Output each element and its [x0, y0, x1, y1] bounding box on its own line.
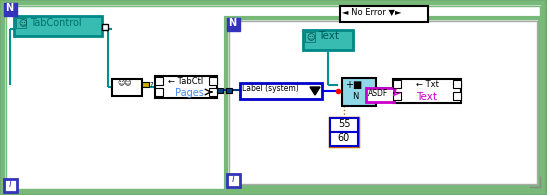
Bar: [155, 88, 163, 96]
Bar: [226, 18, 540, 187]
Bar: [209, 77, 217, 85]
Text: ☺: ☺: [306, 33, 315, 42]
Text: Text: Text: [318, 31, 339, 41]
Bar: [303, 30, 353, 50]
Text: 55: 55: [337, 119, 350, 129]
Text: TabControl: TabControl: [30, 18, 82, 28]
Bar: [453, 80, 461, 88]
Bar: [340, 6, 428, 22]
Text: N: N: [5, 3, 13, 13]
Text: ← TabCtl: ← TabCtl: [168, 77, 203, 86]
Bar: [393, 80, 401, 88]
Bar: [366, 88, 394, 102]
Bar: [305, 32, 315, 42]
Polygon shape: [310, 87, 320, 95]
Bar: [330, 118, 358, 132]
Text: ☺☺: ☺☺: [117, 80, 131, 86]
Bar: [240, 83, 322, 99]
Text: Text: Text: [416, 92, 438, 102]
Bar: [4, 3, 17, 16]
Text: ← Txt: ← Txt: [416, 80, 439, 89]
Text: i: i: [9, 179, 12, 189]
Bar: [227, 174, 240, 187]
Bar: [453, 92, 461, 100]
Bar: [217, 88, 223, 93]
Bar: [142, 82, 149, 87]
Bar: [393, 79, 461, 103]
Text: ◄ No Error ▼►: ◄ No Error ▼►: [342, 7, 401, 16]
Bar: [155, 77, 163, 85]
Text: N: N: [228, 18, 236, 28]
Bar: [330, 118, 358, 146]
Bar: [342, 78, 376, 106]
Bar: [393, 92, 401, 100]
Bar: [155, 76, 217, 98]
Text: ?: ?: [149, 82, 153, 88]
Text: Label (system): Label (system): [242, 84, 299, 93]
Bar: [227, 18, 240, 31]
Bar: [229, 21, 537, 184]
Bar: [209, 88, 217, 96]
Text: 60: 60: [338, 133, 350, 143]
Bar: [14, 16, 102, 36]
Text: Pages: Pages: [175, 88, 204, 98]
Bar: [102, 24, 108, 30]
Bar: [4, 179, 17, 192]
Text: ☺: ☺: [18, 19, 27, 28]
Bar: [16, 18, 26, 28]
Bar: [226, 88, 232, 93]
Text: i: i: [231, 174, 234, 184]
Bar: [112, 79, 142, 96]
Text: N: N: [352, 92, 358, 101]
Bar: [330, 132, 358, 146]
Text: +■: +■: [345, 80, 362, 90]
Text: ASDF: ASDF: [368, 89, 388, 98]
